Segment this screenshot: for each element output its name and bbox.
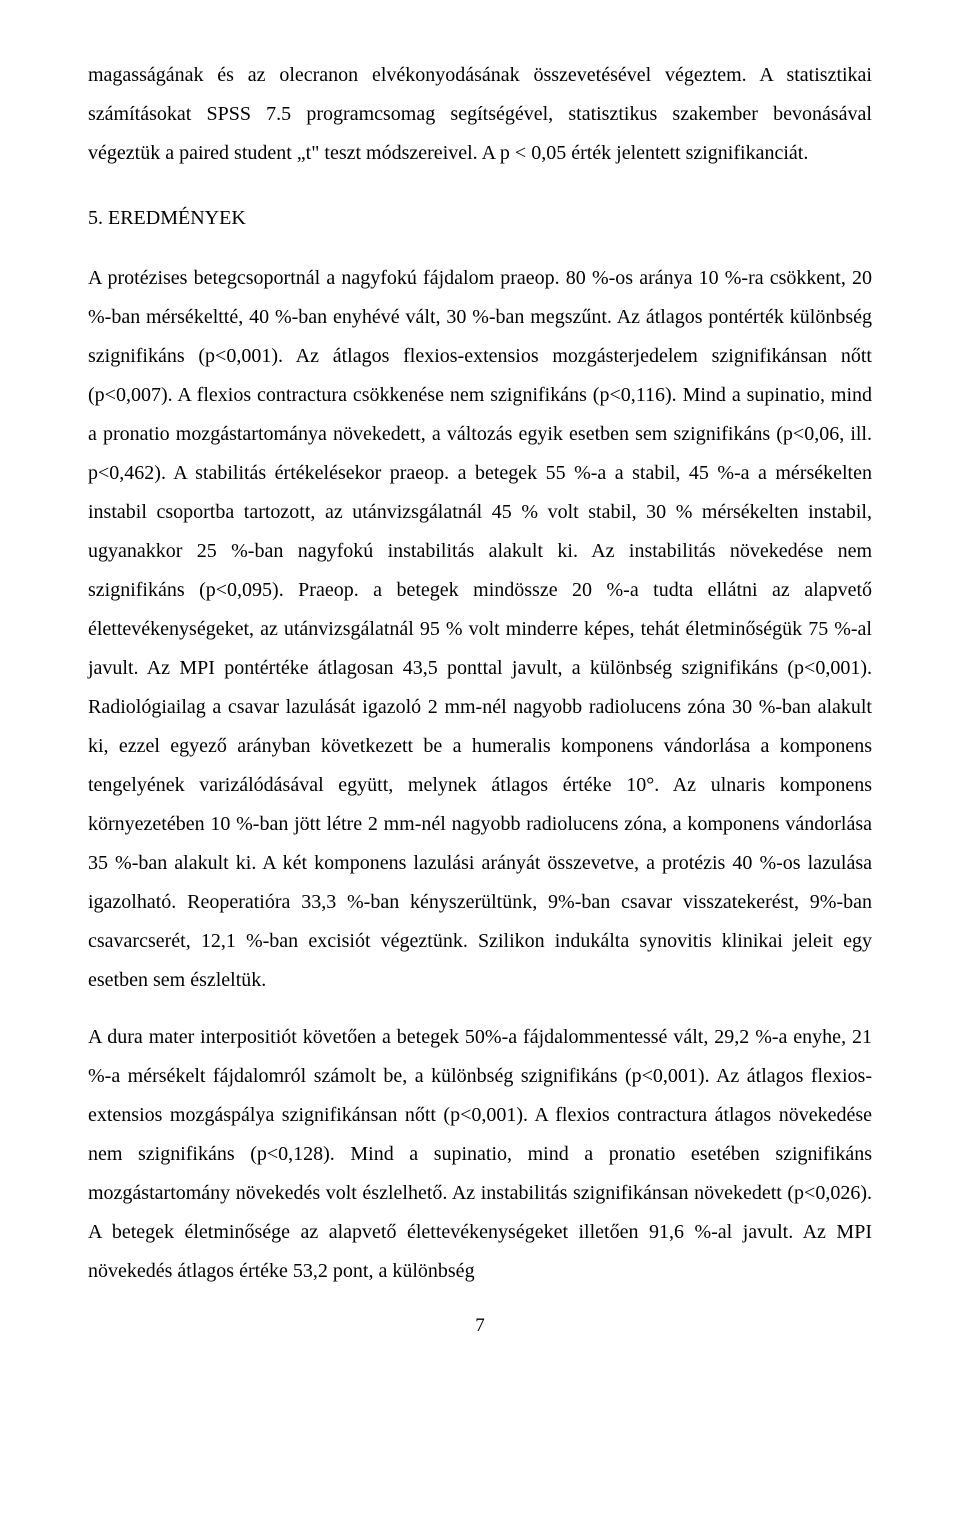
paragraph-intro: magasságának és az olecranon elvékonyodá… [88,56,872,173]
page-number: 7 [88,1315,872,1337]
paragraph-results-1: A protézises betegcsoportnál a nagyfokú … [88,259,872,1000]
paragraph-results-2: A dura mater interpositiót követően a be… [88,1018,872,1291]
document-page: magasságának és az olecranon elvékonyodá… [0,0,960,1377]
section-heading-results: 5. EREDMÉNYEK [88,199,872,237]
